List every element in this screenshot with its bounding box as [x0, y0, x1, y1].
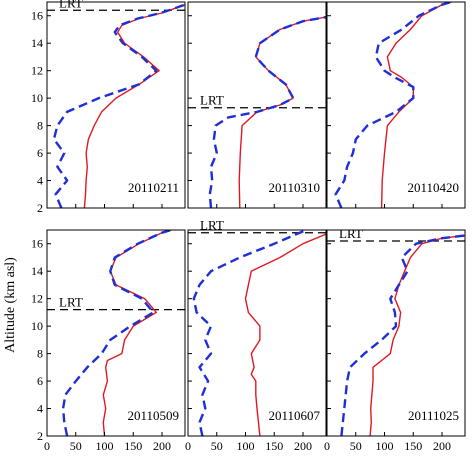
panel-4: LRT 20110509 2 4 6 8 10 12 14 16 0 50 100 150 200: [31, 229, 186, 453]
panel-2-blue-profile: [208, 15, 326, 208]
y-axis-label: Altitude (km asl): [3, 257, 18, 353]
x-tick-label: 50: [70, 439, 82, 453]
x-tick-label: 0: [185, 439, 191, 453]
x-tick-label: 200: [433, 439, 451, 453]
panel-2-lrt-label: LRT: [200, 93, 224, 108]
panel-4-lrt-label: LRT: [59, 295, 83, 310]
panel-5-plot-area: [188, 230, 326, 436]
y-tick-label: 16: [31, 237, 43, 251]
panel-6: LRT 20111025 0 50 100 150 200: [324, 226, 466, 453]
panel-1-blue-profile: [52, 3, 185, 208]
x-tick-label: 0: [44, 439, 50, 453]
panel-5-lrt-label: LRT: [200, 218, 224, 233]
panel-3-date-label: 20110420: [407, 180, 459, 195]
panel-6-plot-area: [327, 234, 465, 436]
x-tick-label: 50: [211, 439, 223, 453]
x-tick-label: 0: [324, 439, 330, 453]
panel-2-date-label: 20110310: [268, 180, 320, 195]
y-tick-label: 6: [37, 146, 43, 160]
x-tick-label: 50: [350, 439, 362, 453]
y-tick-label: 8: [37, 119, 43, 133]
panel-6-red-profile: [369, 234, 465, 436]
panel-1-lrt-label: LRT: [59, 0, 83, 10]
panel-4-blue-profile: [61, 230, 176, 436]
panel-6-blue-profile: [340, 234, 465, 436]
panel-3-frame: [326, 1, 466, 209]
panel-6-date-label: 20111025: [408, 408, 459, 423]
x-tick-label: 150: [265, 439, 283, 453]
panel-5-date-label: 20110607: [268, 408, 320, 423]
y-tick-label: 10: [31, 91, 43, 105]
y-tick-label: 2: [37, 201, 43, 215]
y-tick-label: 8: [37, 347, 43, 361]
y-tick-label: 12: [31, 292, 43, 306]
panel-3-red-profile: [380, 2, 454, 208]
panel-5: LRT 20110607 0 50 100 150 200: [185, 218, 327, 453]
chart-panels: LRT20110211246810121416LRT20110310LRT201…: [31, 0, 466, 453]
y-tick-label: 4: [37, 402, 43, 416]
panel-5-blue-profile: [192, 230, 311, 436]
panel-1-date-label: 20110211: [128, 180, 179, 195]
y-tick-label: 4: [37, 174, 43, 188]
panel-5-red-profile: [244, 233, 326, 436]
x-tick-label: 100: [237, 439, 255, 453]
panel-4-frame: [46, 229, 186, 437]
panel-2-frame: [187, 1, 327, 209]
panel-1: LRT 20110211 2 4 6 8 10 12 14 16: [31, 0, 186, 215]
y-tick-label: 14: [31, 264, 43, 278]
panel-1-frame: [46, 1, 186, 209]
panel-3: LRT20110420: [326, 1, 466, 209]
panel-1-plot-area: [47, 3, 185, 208]
panel-1-red-profile: [83, 4, 185, 208]
x-tick-label: 200: [153, 439, 171, 453]
panel-3-blue-profile: [334, 2, 456, 208]
panel-6-frame: [326, 229, 466, 437]
y-tick-label: 14: [31, 36, 43, 50]
panel-2: LRT 20110310: [187, 1, 327, 209]
y-tick-label: 6: [37, 374, 43, 388]
panel-4-plot-area: [47, 230, 185, 436]
x-tick-label: 100: [96, 439, 114, 453]
panel-5-frame: [187, 229, 327, 437]
y-tick-label: 16: [31, 9, 43, 23]
y-tick-label: 10: [31, 319, 43, 333]
x-tick-label: 150: [124, 439, 142, 453]
x-tick-label: 200: [294, 439, 312, 453]
panel-2-plot-area: [188, 15, 326, 208]
panel-3-plot-area: [334, 2, 456, 208]
panel-6-lrt-label: LRT: [339, 226, 363, 241]
x-tick-label: 100: [376, 439, 394, 453]
y-tick-label: 2: [37, 429, 43, 443]
y-tick-label: 12: [31, 64, 43, 78]
x-tick-label: 150: [404, 439, 422, 453]
panel-4-date-label: 20110509: [127, 408, 179, 423]
